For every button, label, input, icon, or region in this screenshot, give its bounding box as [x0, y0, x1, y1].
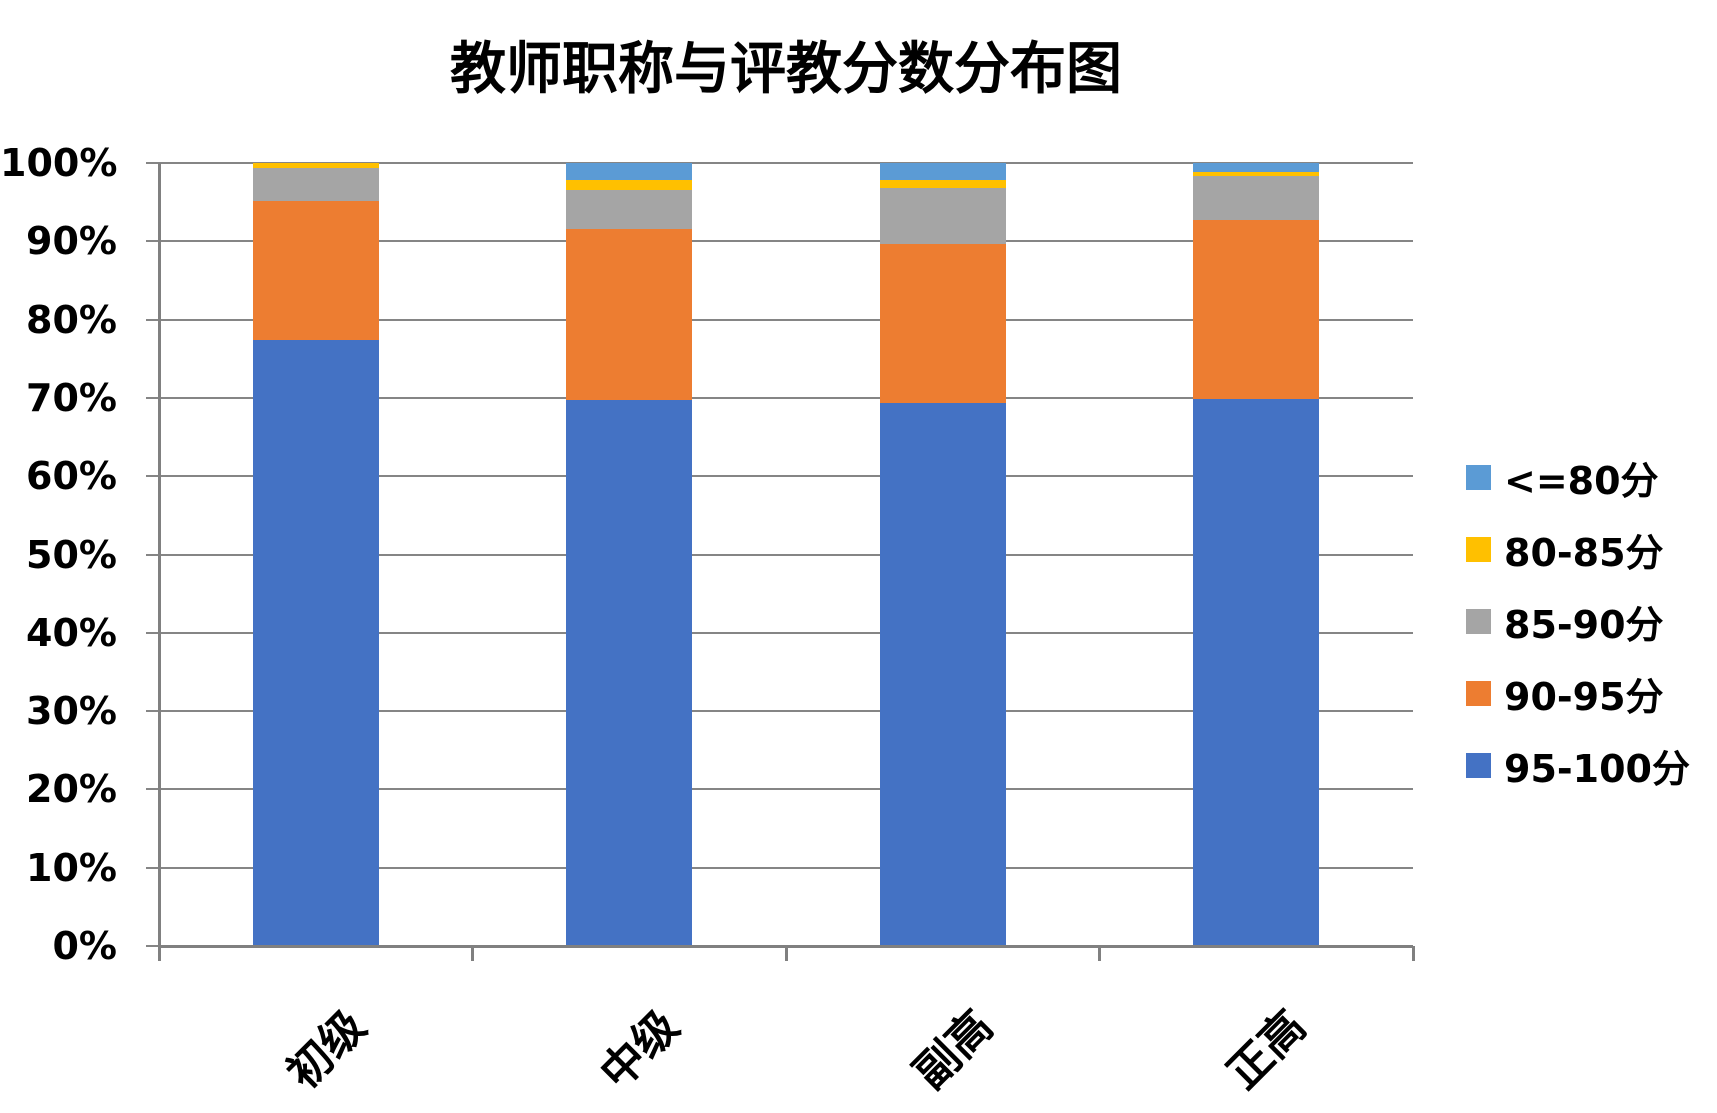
- bar-segment: [1193, 176, 1320, 221]
- legend-swatch: [1466, 464, 1491, 490]
- bar-segment: [252, 339, 379, 946]
- bar-segment: [252, 167, 379, 202]
- legend-swatch: [1466, 608, 1491, 634]
- x-axis-category-label: 正高: [1217, 1000, 1317, 1100]
- bar-segment: [1193, 163, 1320, 172]
- gridline: [159, 866, 1413, 869]
- y-axis-tick: [146, 553, 159, 556]
- x-axis-category-label: 初级: [277, 1000, 376, 1100]
- y-axis-tick: [146, 945, 159, 947]
- x-axis-category-label: 副高: [904, 1000, 1003, 1100]
- y-axis-tick-label: 10%: [26, 845, 117, 890]
- legend-swatch: [1466, 680, 1491, 706]
- plot-area: [159, 162, 1413, 947]
- bar-stack-正高: [1193, 163, 1320, 946]
- bar-segment: [879, 180, 1006, 189]
- legend-item: 95-100分: [1466, 743, 1690, 791]
- bar-segment: [566, 228, 693, 401]
- y-axis-tick-label: 80%: [26, 297, 117, 342]
- bar-segment: [879, 188, 1006, 245]
- legend-item: <=80分: [1466, 455, 1690, 503]
- bar-stack-初级: [252, 163, 379, 946]
- bar-segment: [1193, 171, 1320, 177]
- legend-item: 85-90分: [1466, 599, 1690, 647]
- y-axis-tick-label: 90%: [26, 219, 117, 264]
- bar-segment: [879, 403, 1006, 946]
- bar-stack-中级: [566, 163, 693, 946]
- y-axis-tick: [146, 866, 159, 869]
- y-axis-tick-label: 30%: [26, 689, 117, 734]
- x-axis-category-label: 中级: [590, 1000, 690, 1100]
- gridline: [159, 553, 1413, 556]
- y-axis-tick-label: 40%: [26, 610, 117, 655]
- y-axis-tick-label: 60%: [26, 454, 117, 499]
- y-axis-tick: [146, 475, 159, 478]
- y-axis-tick: [146, 631, 159, 634]
- gridline: [159, 396, 1413, 399]
- legend-label: 95-100分: [1504, 746, 1690, 791]
- chart-title: 教师职称与评教分数分布图: [450, 37, 1122, 102]
- x-axis-tick: [1411, 946, 1415, 961]
- y-axis-tick-label: 20%: [26, 767, 117, 812]
- bar-segment: [566, 190, 693, 229]
- y-axis-tick: [146, 396, 159, 399]
- legend-item: 80-85分: [1466, 527, 1690, 575]
- bar-segment: [879, 244, 1006, 404]
- y-axis-tick: [146, 318, 159, 321]
- y-axis-tick: [146, 162, 159, 164]
- x-axis-tick: [471, 946, 474, 961]
- gridline: [159, 631, 1413, 634]
- bar-segment: [1193, 399, 1320, 946]
- bar-segment: [252, 163, 379, 168]
- x-axis-tick: [784, 946, 788, 961]
- y-axis-tick: [146, 788, 159, 791]
- y-axis-line: [158, 163, 161, 946]
- legend-item: 90-95分: [1466, 671, 1690, 719]
- legend-swatch: [1466, 752, 1491, 778]
- legend-label: 80-85分: [1504, 530, 1664, 575]
- legend-label: <=80分: [1504, 458, 1659, 503]
- legend: <=80分 80-85分 85-90分 90-95分 95-100分: [1466, 455, 1690, 791]
- bar-segment: [1193, 220, 1320, 400]
- bar-segment: [566, 400, 693, 946]
- bar-segment: [252, 201, 379, 340]
- y-axis-tick: [146, 710, 159, 713]
- y-axis-tick: [146, 240, 159, 243]
- y-axis-tick-label: 0%: [52, 924, 117, 968]
- gridline: [159, 788, 1413, 791]
- y-axis-tick-label: 100%: [0, 141, 118, 185]
- bar-segment: [566, 163, 693, 181]
- gridline: [159, 162, 1413, 164]
- bar-segment: [879, 163, 1006, 181]
- bar-stack-副高: [879, 163, 1006, 946]
- x-axis-tick: [1098, 946, 1101, 961]
- bar-segment: [566, 180, 693, 191]
- gridline: [159, 318, 1413, 321]
- legend-label: 85-90分: [1504, 602, 1664, 647]
- x-axis-tick: [157, 946, 161, 961]
- y-axis-tick-label: 50%: [26, 532, 117, 577]
- gridline: [159, 240, 1413, 243]
- legend-swatch: [1466, 536, 1491, 562]
- legend-label: 90-95分: [1504, 674, 1664, 719]
- y-axis-tick-label: 70%: [26, 375, 117, 420]
- gridline: [159, 475, 1413, 478]
- gridline: [159, 710, 1413, 713]
